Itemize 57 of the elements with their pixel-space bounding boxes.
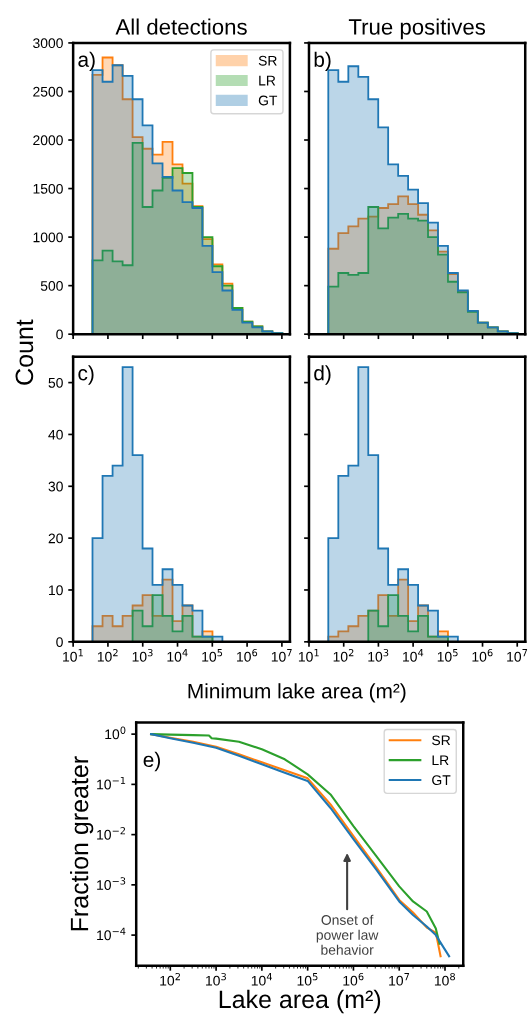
chart-title: All detections <box>115 18 247 35</box>
x-tick-label: 10$^{5}$ <box>202 649 223 662</box>
y-tick-label: 0 <box>56 329 63 340</box>
x-tick-label: 10$^{2}$ <box>333 648 354 662</box>
chart-title: True positives <box>348 18 486 40</box>
x-axis-title: Minimum lake area (m²) <box>188 683 406 703</box>
x-tick-label: 10$^{5}$ <box>297 973 318 986</box>
y-tick-label: 1000 <box>33 232 63 243</box>
x-tick-label: 10$^{4}$ <box>251 973 272 986</box>
y-tick-label: 10$^{−1}$ <box>97 776 126 790</box>
annotation: c) <box>78 365 94 385</box>
y-tick-label: 2500 <box>33 86 63 97</box>
legend-label: GT <box>258 95 278 106</box>
x-tick-label: 10$^{4}$ <box>403 649 424 662</box>
legend-label: LR <box>432 755 449 766</box>
x-tick-label: 10$^{4}$ <box>167 649 188 662</box>
annotation: Onset of power law behavior <box>316 914 379 955</box>
y-tick-label: 0 <box>56 637 63 647</box>
x-tick-label: 10$^{7}$ <box>389 973 410 986</box>
y-tick-label: 10 <box>49 585 63 596</box>
x-tick-label: 10$^{6}$ <box>472 648 493 662</box>
x-tick-label: 10$^{5}$ <box>437 649 458 662</box>
x-tick-label: 10$^{8}$ <box>434 972 455 986</box>
x-tick-label: 10$^{3}$ <box>206 972 226 986</box>
y-tick-label: 1500 <box>33 183 63 194</box>
legend-label: SR <box>258 55 277 66</box>
y-tick-label: 30 <box>48 481 63 492</box>
y-tick-label: 2000 <box>33 135 63 146</box>
x-tick-label: 10$^{6}$ <box>237 648 258 662</box>
legend-label: LR <box>259 75 276 86</box>
x-tick-label: 10$^{6}$ <box>343 972 364 986</box>
legend-label: SR <box>432 735 451 746</box>
x-tick-label: 10$^{7}$ <box>507 649 528 662</box>
y-tick-label: 10$^{−3}$ <box>97 877 126 890</box>
y-tick-label: 10$^{−4}$ <box>97 927 126 941</box>
legend-label: GT <box>432 775 451 786</box>
annotation: e) <box>143 751 160 772</box>
y-tick-label: 10$^{0}$ <box>105 726 126 740</box>
x-tick-label: 10$^{1}$ <box>63 649 83 662</box>
y-tick-label: 40 <box>48 429 63 440</box>
y-axis-title: Fraction greater <box>69 756 94 931</box>
annotation: a) <box>78 51 95 72</box>
x-tick-label: 10$^{3}$ <box>132 648 153 662</box>
x-tick-label: 10$^{2}$ <box>97 648 118 662</box>
y-tick-label: 500 <box>40 280 63 291</box>
x-tick-label: 10$^{2}$ <box>160 972 180 986</box>
x-tick-label: 10$^{1}$ <box>298 649 319 662</box>
annotation: d) <box>314 365 331 385</box>
x-tick-label: 10$^{3}$ <box>368 648 389 662</box>
y-axis-title: Count <box>15 319 34 385</box>
y-tick-label: 50 <box>48 377 63 388</box>
x-tick-label: 10$^{7}$ <box>271 649 292 662</box>
x-axis-title: Lake area (m²) <box>219 989 381 1014</box>
y-tick-label: 10$^{−2}$ <box>97 827 126 840</box>
y-tick-label: 3000 <box>33 38 63 49</box>
y-tick-label: 20 <box>48 533 63 544</box>
annotation: b) <box>314 51 331 72</box>
